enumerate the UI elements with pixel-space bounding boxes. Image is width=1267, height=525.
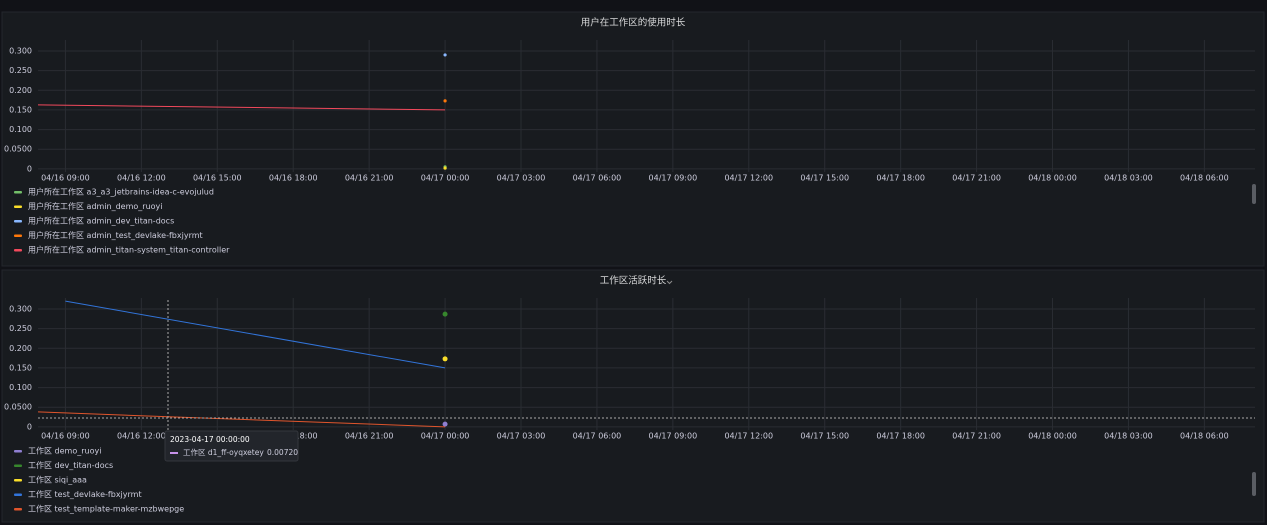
tooltip-value: 0.00720 [267,448,298,457]
series-line [65,300,446,369]
y-tick-label: 0.250 [9,66,32,75]
scrollbar[interactable] [1252,184,1256,204]
x-tick-label: 04/17 06:00 [573,174,622,183]
x-tick-label: 04/16 21:00 [345,432,394,441]
y-tick-label: 0.150 [9,105,32,114]
panel-title[interactable]: 工作区活跃时长 [600,275,667,287]
y-tick-label: 0.0500 [4,145,32,154]
panel [1,11,1265,267]
x-tick-label: 04/17 18:00 [876,174,925,183]
data-point [443,99,447,103]
y-tick-label: 0 [27,164,32,173]
legend-swatch [14,205,22,208]
data-point [443,166,447,170]
x-tick-label: 04/17 03:00 [497,432,546,441]
tooltip [164,430,299,462]
x-tick-label: 04/17 15:00 [800,174,849,183]
legend-swatch [14,479,22,482]
legend-label[interactable]: 用户所在工作区 admin_demo_ruoyi [28,201,163,211]
y-tick-label: 0.150 [9,363,32,372]
x-tick-label: 04/16 21:00 [345,174,394,183]
x-tick-label: 04/17 21:00 [952,432,1001,441]
x-tick-label: 04/17 00:00 [421,174,470,183]
menu-caret[interactable] [666,280,673,285]
x-tick-label: 04/17 06:00 [573,432,622,441]
legend-swatch [14,249,22,252]
x-tick-label: 04/17 15:00 [800,432,849,441]
x-tick-label: 04/17 03:00 [497,174,546,183]
legend-swatch [14,493,22,496]
legend-swatch [14,234,22,237]
legend-label[interactable]: 工作区 siqi_aaa [28,475,87,485]
y-tick-label: 0.100 [9,383,32,392]
x-tick-label: 04/18 06:00 [1180,432,1229,441]
x-tick-label: 04/18 00:00 [1028,432,1077,441]
data-point [442,356,448,362]
y-tick-label: 0.100 [9,125,32,134]
x-tick-label: 04/16 15:00 [193,174,242,183]
tooltip-time: 2023-04-17 00:00:00 [170,435,250,444]
legend-swatch [14,508,22,511]
x-tick-label: 04/17 00:00 [421,432,470,441]
y-tick-label: 0 [27,422,32,431]
data-point [442,311,448,317]
legend-swatch [14,450,22,453]
x-tick-label: 04/18 00:00 [1028,174,1077,183]
x-tick-label: 04/17 12:00 [724,432,773,441]
tooltip-swatch [170,452,178,454]
tooltip-series: 工作区 d1_ff-oyqxetey [183,447,264,457]
legend-swatch [14,464,22,467]
x-tick-label: 04/17 09:00 [649,432,698,441]
x-tick-label: 04/17 12:00 [724,174,773,183]
y-tick-label: 0.200 [9,86,32,95]
y-tick-label: 0.0500 [4,403,32,412]
series-line [37,411,446,428]
x-tick-label: 04/16 09:00 [41,174,90,183]
x-tick-label: 04/18 03:00 [1104,174,1153,183]
y-tick-label: 0.300 [9,47,32,56]
x-tick-label: 04/17 21:00 [952,174,1001,183]
y-tick-label: 0.200 [9,344,32,353]
legend-label[interactable]: 工作区 test_devlake-fbxjyrmt [28,489,142,499]
legend-label[interactable]: 工作区 test_template-maker-mzbwepge [28,504,184,514]
panel-title[interactable]: 用户在工作区的使用时长 [581,17,686,29]
data-point [443,53,447,57]
x-tick-label: 04/16 18:00 [269,174,318,183]
legend-label[interactable]: 用户所在工作区 admin_dev_titan-docs [28,216,174,226]
legend-label[interactable]: 用户所在工作区 admin_test_devlake-fbxjyrmt [28,230,203,240]
x-tick-label: 04/17 09:00 [649,174,698,183]
legend-swatch [14,220,22,223]
y-tick-label: 0.250 [9,324,32,333]
x-tick-label: 04/17 18:00 [876,432,925,441]
x-tick-label: 04/18 06:00 [1180,174,1229,183]
y-tick-label: 0.300 [9,305,32,314]
legend-label[interactable]: 用户所在工作区 admin_titan-system_titan-control… [28,245,230,255]
x-tick-label: 04/18 03:00 [1104,432,1153,441]
panel [1,269,1265,523]
legend-label[interactable]: 用户所在工作区 a3_a3_jetbrains-idea-c-evojulud [28,187,214,197]
legend-label[interactable]: 工作区 demo_ruoyi [28,446,101,456]
legend-label[interactable]: 工作区 dev_titan-docs [28,460,113,470]
x-tick-label: 04/16 09:00 [41,432,90,441]
legend-swatch [14,191,22,194]
scrollbar[interactable] [1252,472,1256,496]
x-tick-label: 04/16 12:00 [117,432,166,441]
series-line [37,104,446,111]
data-point [442,421,448,427]
x-tick-label: 04/16 12:00 [117,174,166,183]
